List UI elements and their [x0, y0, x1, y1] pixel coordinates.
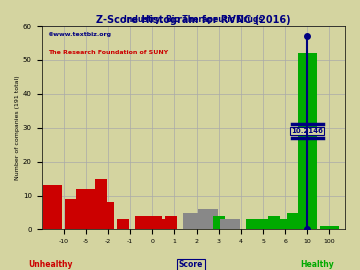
- Bar: [205, 209, 217, 230]
- Bar: [213, 216, 225, 229]
- Bar: [253, 219, 265, 230]
- Text: Unhealthy: Unhealthy: [28, 260, 73, 269]
- Bar: [102, 202, 114, 230]
- Bar: [228, 219, 240, 230]
- Bar: [298, 53, 317, 230]
- Bar: [261, 219, 273, 230]
- Y-axis label: Number of companies (191 total): Number of companies (191 total): [15, 76, 20, 180]
- Bar: [220, 219, 232, 230]
- Bar: [190, 212, 203, 230]
- Bar: [183, 212, 195, 230]
- Text: The Research Foundation of SUNY: The Research Foundation of SUNY: [48, 50, 168, 56]
- Bar: [150, 216, 162, 229]
- Bar: [135, 216, 147, 229]
- Bar: [95, 179, 107, 230]
- Bar: [246, 219, 258, 230]
- Bar: [143, 216, 154, 229]
- Text: ©www.textbiz.org: ©www.textbiz.org: [48, 32, 112, 37]
- Bar: [268, 216, 280, 229]
- Bar: [320, 226, 339, 229]
- Title: Z-Score Histogram for RVNC (2016): Z-Score Histogram for RVNC (2016): [96, 15, 291, 25]
- Text: Score: Score: [179, 260, 203, 269]
- Text: Healthy: Healthy: [300, 260, 334, 269]
- Bar: [165, 216, 177, 229]
- Text: Industry: Bio Therapeutic Drugs: Industry: Bio Therapeutic Drugs: [124, 15, 263, 24]
- Bar: [43, 185, 62, 230]
- Text: 10.2146: 10.2146: [291, 128, 323, 134]
- Bar: [287, 212, 306, 230]
- Bar: [76, 189, 95, 230]
- Bar: [117, 219, 129, 230]
- Bar: [157, 219, 170, 230]
- Bar: [198, 209, 210, 230]
- Bar: [275, 219, 288, 230]
- Bar: [65, 199, 84, 230]
